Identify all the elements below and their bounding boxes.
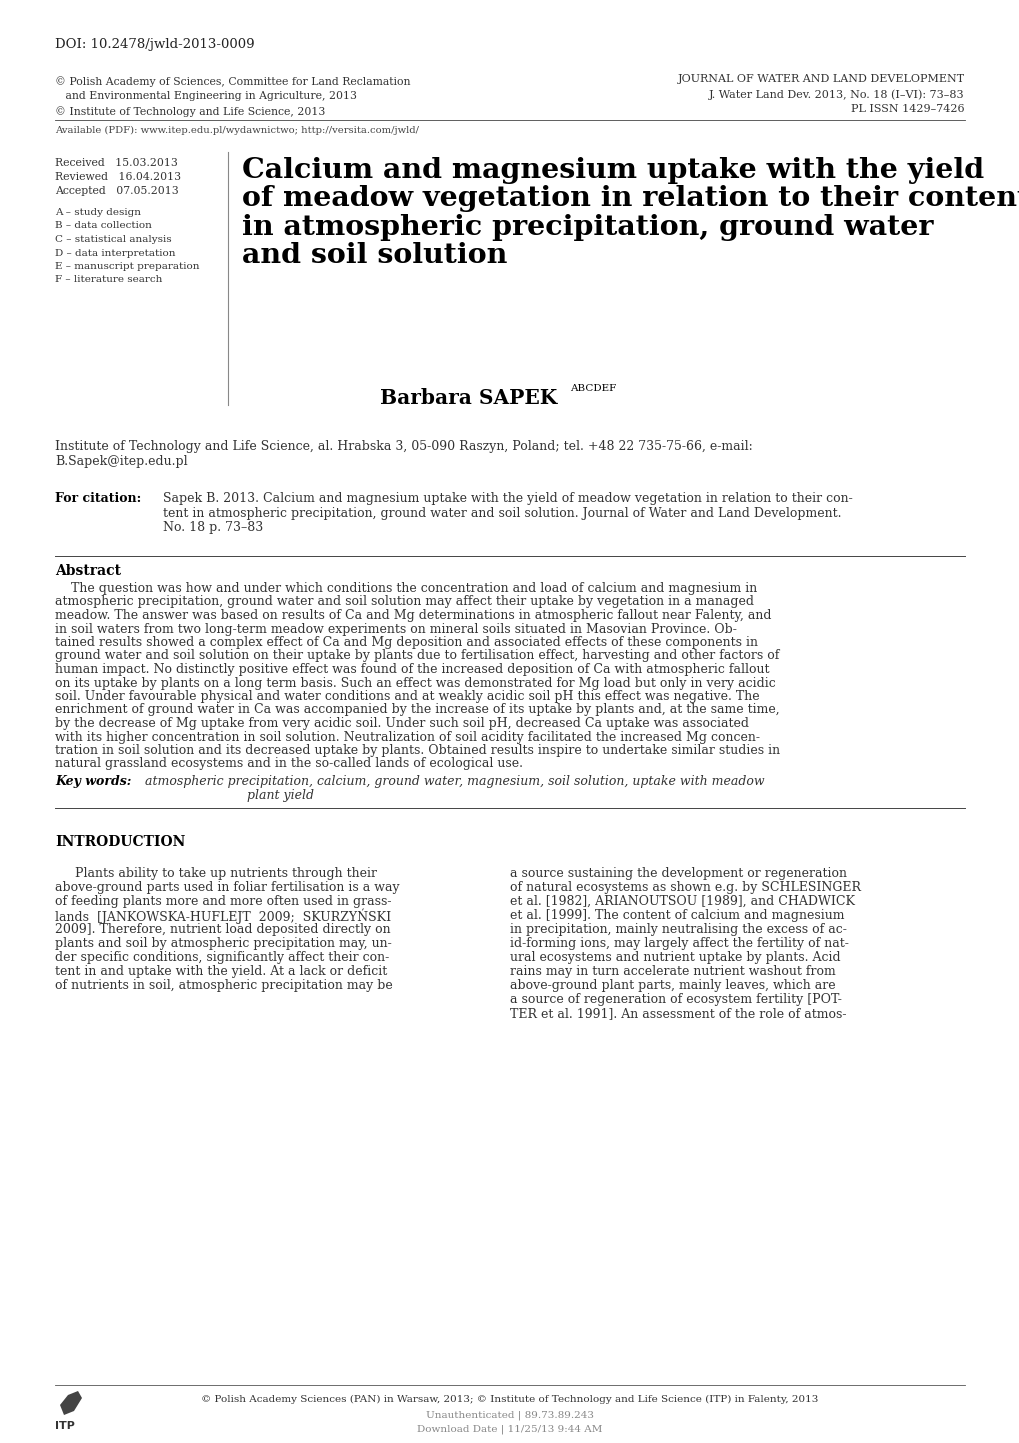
Text: meadow. The answer was based on results of Ca and Mg determinations in atmospher: meadow. The answer was based on results … (55, 609, 770, 622)
Text: tration in soil solution and its decreased uptake by plants. Obtained results in: tration in soil solution and its decreas… (55, 745, 780, 758)
Text: tent in atmospheric precipitation, ground water and soil solution. Journal of Wa: tent in atmospheric precipitation, groun… (163, 506, 841, 519)
Text: 2009]. Therefore, nutrient load deposited directly on: 2009]. Therefore, nutrient load deposite… (55, 924, 390, 937)
Text: Download Date | 11/25/13 9:44 AM: Download Date | 11/25/13 9:44 AM (417, 1424, 602, 1433)
Text: F – literature search: F – literature search (55, 276, 162, 284)
Text: et al. [1999]. The content of calcium and magnesium: et al. [1999]. The content of calcium an… (510, 909, 844, 922)
Text: ground water and soil solution on their uptake by plants due to fertilisation ef: ground water and soil solution on their … (55, 649, 779, 662)
Text: © Polish Academy Sciences (PAN) in Warsaw, 2013; © Institute of Technology and L: © Polish Academy Sciences (PAN) in Warsa… (201, 1395, 818, 1404)
Text: Abstract: Abstract (55, 564, 121, 579)
Text: Accepted   07.05.2013: Accepted 07.05.2013 (55, 186, 178, 196)
Text: E – manuscript preparation: E – manuscript preparation (55, 263, 200, 271)
Text: soil. Under favourable physical and water conditions and at weakly acidic soil p: soil. Under favourable physical and wate… (55, 690, 759, 703)
Text: et al. [1982], ARIANOUTSOU [1989], and CHADWICK: et al. [1982], ARIANOUTSOU [1989], and C… (510, 895, 854, 908)
Text: tained results showed a complex effect of Ca and Mg deposition and associated ef: tained results showed a complex effect o… (55, 636, 757, 649)
Text: B – data collection: B – data collection (55, 221, 152, 231)
Text: Barbara SAPEK: Barbara SAPEK (380, 388, 556, 408)
Text: Received   15.03.2013: Received 15.03.2013 (55, 157, 177, 167)
Text: and soil solution: and soil solution (242, 242, 506, 268)
Text: plant yield: plant yield (247, 789, 314, 802)
Text: ural ecosystems and nutrient uptake by plants. Acid: ural ecosystems and nutrient uptake by p… (510, 951, 840, 964)
Text: of feeding plants more and more often used in grass-: of feeding plants more and more often us… (55, 895, 391, 908)
Text: DOI: 10.2478/jwld-2013-0009: DOI: 10.2478/jwld-2013-0009 (55, 38, 255, 51)
Text: Unauthenticated | 89.73.89.243: Unauthenticated | 89.73.89.243 (426, 1411, 593, 1420)
Text: of natural ecosystems as shown e.g. by SCHLESINGER: of natural ecosystems as shown e.g. by S… (510, 882, 860, 895)
Text: enrichment of ground water in Ca was accompanied by the increase of its uptake b: enrichment of ground water in Ca was acc… (55, 704, 779, 717)
Text: natural grassland ecosystems and in the so-called lands of ecological use.: natural grassland ecosystems and in the … (55, 758, 523, 771)
Text: JOURNAL OF WATER AND LAND DEVELOPMENT: JOURNAL OF WATER AND LAND DEVELOPMENT (678, 74, 964, 84)
Text: a source of regeneration of ecosystem fertility [POT-: a source of regeneration of ecosystem fe… (510, 993, 841, 1006)
Text: id-forming ions, may largely affect the fertility of nat-: id-forming ions, may largely affect the … (510, 937, 848, 949)
Text: Sapek B. 2013. Calcium and magnesium uptake with the yield of meadow vegetation : Sapek B. 2013. Calcium and magnesium upt… (163, 492, 852, 505)
Text: No. 18 p. 73–83: No. 18 p. 73–83 (163, 521, 263, 534)
Text: of nutrients in soil, atmospheric precipitation may be: of nutrients in soil, atmospheric precip… (55, 978, 392, 991)
Text: with its higher concentration in soil solution. Neutralization of soil acidity f: with its higher concentration in soil so… (55, 730, 759, 743)
Text: a source sustaining the development or regeneration: a source sustaining the development or r… (510, 867, 846, 880)
Text: and Environmental Engineering in Agriculture, 2013: and Environmental Engineering in Agricul… (55, 91, 357, 101)
Text: der specific conditions, significantly affect their con-: der specific conditions, significantly a… (55, 951, 389, 964)
Text: above-ground plant parts, mainly leaves, which are: above-ground plant parts, mainly leaves,… (510, 978, 835, 991)
Text: INTRODUCTION: INTRODUCTION (55, 835, 185, 848)
Text: human impact. No distinctly positive effect was found of the increased depositio: human impact. No distinctly positive eff… (55, 662, 768, 675)
Text: Institute of Technology and Life Science, al. Hrabska 3, 05-090 Raszyn, Poland; : Institute of Technology and Life Science… (55, 440, 752, 453)
Text: Calcium and magnesium uptake with the yield: Calcium and magnesium uptake with the yi… (242, 157, 983, 185)
Text: J. Water Land Dev. 2013, No. 18 (I–VI): 73–83: J. Water Land Dev. 2013, No. 18 (I–VI): … (708, 89, 964, 100)
Text: in precipitation, mainly neutralising the excess of ac-: in precipitation, mainly neutralising th… (510, 924, 846, 937)
Text: B.Sapek@itep.edu.pl: B.Sapek@itep.edu.pl (55, 455, 187, 468)
Text: in soil waters from two long-term meadow experiments on mineral soils situated i: in soil waters from two long-term meadow… (55, 622, 736, 635)
Text: A – study design: A – study design (55, 208, 141, 216)
Text: Available (PDF): www.itep.edu.pl/wydawnictwo; http://versita.com/jwld/: Available (PDF): www.itep.edu.pl/wydawni… (55, 126, 419, 136)
Text: rains may in turn accelerate nutrient washout from: rains may in turn accelerate nutrient wa… (510, 965, 835, 978)
Text: © Institute of Technology and Life Science, 2013: © Institute of Technology and Life Scien… (55, 105, 325, 117)
Text: Plants ability to take up nutrients through their: Plants ability to take up nutrients thro… (55, 867, 377, 880)
Text: ABCDEF: ABCDEF (570, 384, 615, 392)
Text: For citation:: For citation: (55, 492, 141, 505)
Polygon shape (60, 1391, 82, 1416)
Text: of meadow vegetation in relation to their content: of meadow vegetation in relation to thei… (242, 185, 1019, 212)
Text: on its uptake by plants on a long term basis. Such an effect was demonstrated fo: on its uptake by plants on a long term b… (55, 677, 775, 690)
Text: Reviewed   16.04.2013: Reviewed 16.04.2013 (55, 172, 181, 182)
Text: in atmospheric precipitation, ground water: in atmospheric precipitation, ground wat… (242, 214, 932, 241)
Text: ITP: ITP (55, 1421, 74, 1431)
Text: tent in and uptake with the yield. At a lack or deficit: tent in and uptake with the yield. At a … (55, 965, 387, 978)
Text: © Polish Academy of Sciences, Committee for Land Reclamation: © Polish Academy of Sciences, Committee … (55, 76, 410, 87)
Text: lands  [JANKOWSKA-HUFLEJT  2009;  SKURZYŃSKI: lands [JANKOWSKA-HUFLEJT 2009; SKURZYŃSK… (55, 909, 390, 925)
Text: The question was how and under which conditions the concentration and load of ca: The question was how and under which con… (55, 582, 756, 595)
Text: PL ISSN 1429–7426: PL ISSN 1429–7426 (851, 104, 964, 114)
Text: C – statistical analysis: C – statistical analysis (55, 235, 171, 244)
Text: Key words:: Key words: (55, 775, 131, 788)
Text: atmospheric precipitation, ground water and soil solution may affect their uptak: atmospheric precipitation, ground water … (55, 596, 753, 609)
Text: by the decrease of Mg uptake from very acidic soil. Under such soil pH, decrease: by the decrease of Mg uptake from very a… (55, 717, 748, 730)
Text: plants and soil by atmospheric precipitation may, un-: plants and soil by atmospheric precipita… (55, 937, 391, 949)
Text: above-ground parts used in foliar fertilisation is a way: above-ground parts used in foliar fertil… (55, 882, 399, 895)
Text: atmospheric precipitation, calcium, ground water, magnesium, soil solution, upta: atmospheric precipitation, calcium, grou… (145, 775, 764, 788)
Text: D – data interpretation: D – data interpretation (55, 248, 175, 257)
Text: TER et al. 1991]. An assessment of the role of atmos-: TER et al. 1991]. An assessment of the r… (510, 1007, 846, 1020)
